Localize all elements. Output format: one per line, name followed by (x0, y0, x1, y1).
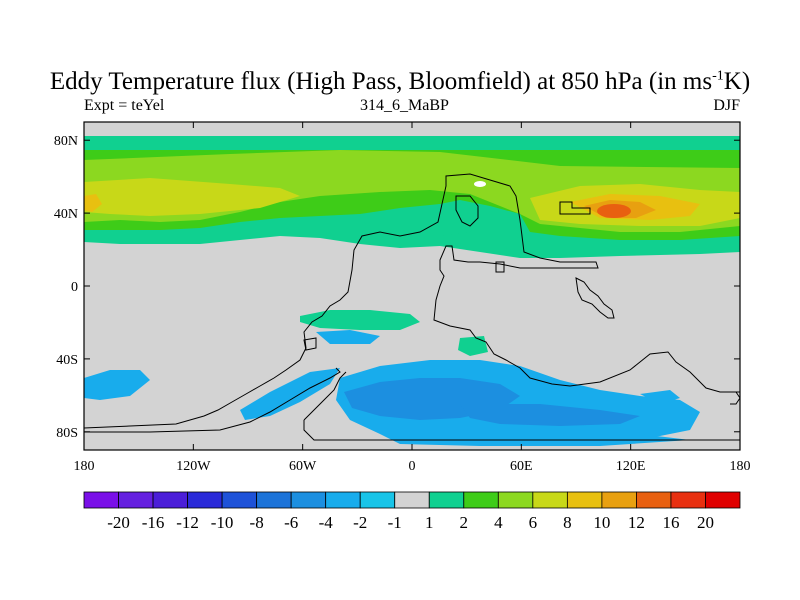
colorbar-swatch (83, 491, 119, 509)
coastline-drake-passage (303, 371, 347, 421)
lat-tick-label: 80N (54, 134, 78, 149)
contour-band-10-west (84, 194, 102, 212)
colorbar-level-label: -8 (250, 513, 264, 532)
lat-tick-label: 40S (56, 353, 78, 368)
colorbar-level-label: -10 (211, 513, 234, 532)
colorbar-level-label: 2 (460, 513, 469, 532)
colorbar-level-label: 6 (529, 513, 538, 532)
colorbar-level-label: -16 (142, 513, 165, 532)
colorbar-swatch (566, 491, 603, 509)
coastline-inland-sea (455, 195, 479, 227)
lat-tick-label: 40N (54, 207, 78, 222)
experiment-label: Expt = teYel (84, 97, 165, 114)
coastline-island-east (575, 277, 615, 319)
coastlines (84, 173, 740, 441)
colorbar-swatch (256, 491, 292, 509)
colorbar-swatch (290, 491, 327, 509)
lon-tick-label: 60W (289, 459, 317, 474)
lon-tick-label: 180 (74, 459, 95, 474)
contour-band-neg4-east (460, 404, 640, 426)
colorbar-level-label: 12 (628, 513, 645, 532)
coastline-antarctica (303, 420, 740, 441)
colorbar-swatch (532, 491, 568, 509)
missing-value-patch (474, 181, 486, 187)
lon-tick-label: 0 (409, 459, 416, 474)
colorbar-level-label: -4 (319, 513, 334, 532)
lon-tick-label: 120E (616, 459, 646, 474)
flux-field (84, 136, 740, 450)
colorbar-level-label: -20 (107, 513, 130, 532)
colorbar-swatch (636, 491, 672, 509)
run-label: 314_6_MaBP (360, 97, 449, 114)
colorbar: -20 -16 -12 -10 -8 -6 -4 -2 -1 1 2 4 6 8 10 12 16 20 (83, 491, 741, 532)
tropical-patches (300, 310, 488, 356)
contour-band-neg2-west (84, 370, 150, 400)
lon-tick-label: 60E (510, 459, 533, 474)
colorbar-level-label: 16 (662, 513, 679, 532)
lon-tick-label: 120W (176, 459, 211, 474)
colorbar-swatch (221, 491, 258, 509)
axis-ticks: 180 120W 60W 0 60E 120E 180 80N 40N 0 40S 80S (54, 122, 751, 474)
colorbar-level-label: -1 (388, 513, 402, 532)
colorbar-level-label: 10 (593, 513, 610, 532)
contour-band-16 (597, 204, 631, 218)
colorbar-level-label: -12 (176, 513, 199, 532)
colorbar-swatch (670, 491, 706, 509)
colorbar-swatch (463, 491, 499, 509)
colorbar-swatch (325, 491, 361, 509)
colorbar-level-label: -2 (353, 513, 367, 532)
coastline-island-south (303, 337, 317, 351)
lat-tick-label: 80S (56, 426, 78, 441)
contour-patch-2b (500, 226, 530, 252)
contour-patch-south-2 (300, 310, 420, 330)
coastline-islet (495, 261, 505, 273)
contour-band-8-west (84, 178, 300, 216)
northern-storm-track (84, 136, 740, 258)
colorbar-swatch (152, 491, 188, 509)
colorbar-level-label: 20 (697, 513, 714, 532)
colorbar-swatch (705, 491, 741, 509)
contour-patch-south-2b (458, 336, 488, 356)
colorbar-swatch (118, 491, 154, 509)
contour-band-neg2-polar (380, 432, 690, 446)
colorbar-swatch (601, 491, 637, 509)
contour-band-neg2-southamerica (240, 368, 340, 420)
contour-band-neg2-far-east (640, 390, 680, 404)
colorbar-level-label: 4 (494, 513, 503, 532)
colorbar-swatch (187, 491, 223, 509)
colorbar-level-label: 8 (563, 513, 572, 532)
contour-patch-south-neg2 (316, 330, 380, 344)
colorbar-swatch (359, 491, 396, 509)
map-title: Eddy Temperature flux (High Pass, Bloomf… (49, 68, 751, 95)
season-label: DJF (713, 97, 740, 114)
colorbar-swatch (428, 491, 465, 509)
coastline-lake-east (559, 201, 591, 215)
southern-storm-track (84, 360, 740, 450)
colorbar-level-label: -6 (284, 513, 298, 532)
coastline-southamerica (84, 367, 341, 433)
contour-patch-2 (360, 204, 480, 236)
coastline-far-east (730, 391, 740, 405)
colorbar-level-label: 1 (425, 513, 434, 532)
coastline-main (84, 173, 740, 429)
colorbar-swatch (394, 491, 430, 509)
lat-tick-label: 0 (71, 280, 78, 295)
lon-tick-label: 180 (730, 459, 751, 474)
colorbar-swatch (497, 491, 534, 509)
